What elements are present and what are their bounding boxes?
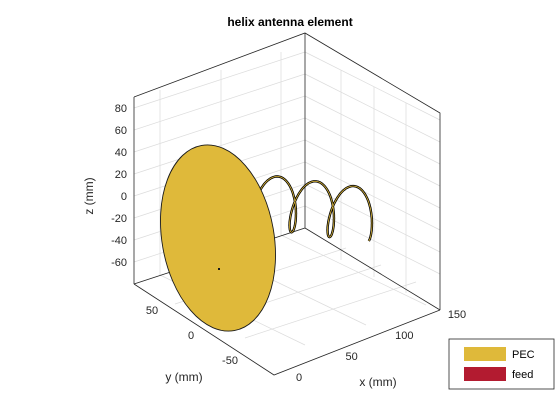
x-tick-label: 150 <box>448 309 466 321</box>
y-tick-label: -50 <box>222 355 238 367</box>
z-tick-label: 40 <box>115 147 127 159</box>
z-tick-label: 60 <box>115 125 127 137</box>
z-tick-label: 80 <box>115 103 127 115</box>
legend-swatch-pec <box>464 347 506 361</box>
z-axis-label: z (mm) <box>82 177 96 214</box>
z-tick-label: -40 <box>111 235 127 247</box>
y-tick-label: 50 <box>146 305 158 317</box>
legend-swatch-feed <box>464 367 506 381</box>
x-tick-label: 100 <box>395 330 413 342</box>
z-tick-labels: 80 60 40 20 0 -20 -40 -60 <box>111 103 127 269</box>
legend: PEC feed <box>448 338 555 390</box>
z-tick-label: -60 <box>111 257 127 269</box>
x-tick-labels: 0 50 100 150 <box>296 309 466 384</box>
helix-element-core <box>251 176 373 242</box>
y-axis-label: y (mm) <box>165 370 202 384</box>
feed-point <box>218 268 220 270</box>
y-tick-label: 0 <box>188 330 194 342</box>
z-tick-label: -20 <box>111 213 127 225</box>
ground-plane-disc <box>160 144 276 332</box>
legend-label-pec: PEC <box>512 349 535 361</box>
z-tick-label: 0 <box>121 191 127 203</box>
legend-label-feed: feed <box>512 369 533 381</box>
y-tick-labels: 50 0 -50 <box>146 305 238 367</box>
x-tick-label: 50 <box>346 351 358 363</box>
chart-title: helix antenna element <box>227 15 352 29</box>
z-tick-label: 20 <box>115 169 127 181</box>
x-axis-label: x (mm) <box>359 375 396 389</box>
x-tick-label: 0 <box>296 372 302 384</box>
